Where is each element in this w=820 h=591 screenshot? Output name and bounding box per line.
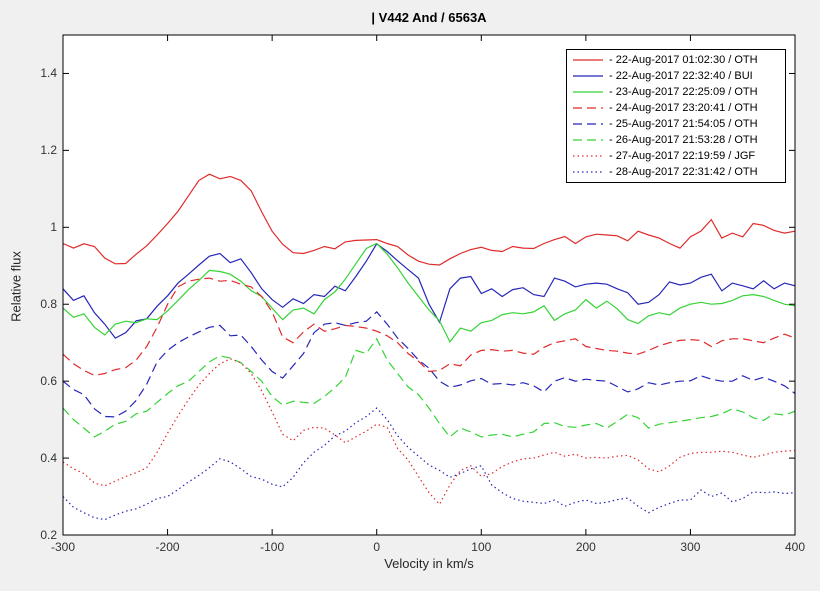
x-tick-label: 0 xyxy=(373,540,381,554)
legend-item: - 26-Aug-2017 21:53:28 / OTH xyxy=(567,133,785,148)
legend: - 22-Aug-2017 01:02:30 / OTH - 22-Aug-201… xyxy=(566,49,786,183)
x-tick-label: 300 xyxy=(680,540,701,554)
legend-item-label: - 22-Aug-2017 22:32:40 / BUI xyxy=(609,70,753,82)
y-tick-label: 0.2 xyxy=(40,528,57,542)
x-tick-label: 400 xyxy=(784,540,806,554)
legend-item-label: - 22-Aug-2017 01:02:30 / OTH xyxy=(609,54,758,66)
y-tick-label: 1.4 xyxy=(40,66,57,81)
legend-line-sample xyxy=(573,59,603,61)
x-tick-label: 200 xyxy=(575,540,596,554)
x-tick-label: -300 xyxy=(50,540,76,554)
x-tick-label: 100 xyxy=(471,540,492,554)
y-tick-label: 0.6 xyxy=(40,374,57,389)
legend-item: - 23-Aug-2017 22:25:09 / OTH xyxy=(567,85,785,100)
legend-item-label: - 28-Aug-2017 22:31:42 / OTH xyxy=(609,166,758,178)
axes-box xyxy=(62,34,796,536)
legend-line-sample xyxy=(573,155,603,157)
legend-line-sample xyxy=(573,91,603,93)
legend-item-label: - 23-Aug-2017 22:25:09 / OTH xyxy=(609,86,758,98)
axis-ticks xyxy=(62,35,796,536)
legend-line-sample xyxy=(573,75,603,77)
legend-item: - 24-Aug-2017 23:20:41 / OTH xyxy=(567,101,785,116)
x-axis-label: Velocity in km/s xyxy=(384,556,474,571)
y-tick-label: 1.2 xyxy=(40,143,57,158)
series-line-4 xyxy=(63,277,795,377)
series-line-7 xyxy=(63,358,795,506)
series-line-1 xyxy=(63,173,795,266)
legend-item: - 22-Aug-2017 22:32:40 / BUI xyxy=(567,69,785,84)
legend-line-sample xyxy=(573,123,603,125)
legend-item: - 28-Aug-2017 22:31:42 / OTH xyxy=(567,165,785,180)
y-tick-label: 0.4 xyxy=(40,451,57,466)
legend-item: - 27-Aug-2017 22:19:59 / JGF xyxy=(567,149,785,164)
series-line-5 xyxy=(63,311,795,418)
plot-title: | V442 And / 6563A xyxy=(371,10,487,25)
legend-item-label: - 26-Aug-2017 21:53:28 / OTH xyxy=(609,134,758,146)
legend-item-label: - 27-Aug-2017 22:19:59 / JGF xyxy=(609,150,756,162)
x-tick-label: -200 xyxy=(155,540,180,554)
x-tick-label: -100 xyxy=(260,540,285,554)
y-tick-label: 1 xyxy=(50,220,57,235)
legend-line-sample xyxy=(573,139,603,141)
series-line-2 xyxy=(63,242,795,339)
y-axis-label: Relative flux xyxy=(8,251,24,322)
legend-item-label: - 24-Aug-2017 23:20:41 / OTH xyxy=(609,102,758,114)
legend-item: - 25-Aug-2017 21:54:05 / OTH xyxy=(567,117,785,132)
legend-item: - 22-Aug-2017 01:02:30 / OTH xyxy=(567,53,785,68)
legend-item-label: - 25-Aug-2017 21:54:05 / OTH xyxy=(609,118,758,130)
series-line-3 xyxy=(63,242,795,344)
y-tick-label: 0.8 xyxy=(40,297,57,312)
series-line-6 xyxy=(63,337,795,438)
legend-line-sample xyxy=(573,107,603,109)
legend-line-sample xyxy=(573,171,603,173)
